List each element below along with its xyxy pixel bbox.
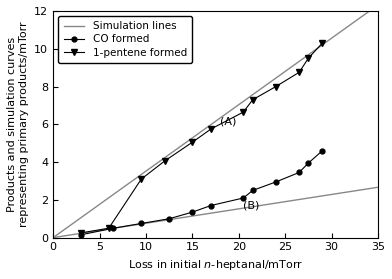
1-pentene formed xyxy=(250,98,255,101)
CO formed xyxy=(209,204,213,207)
CO formed xyxy=(111,227,116,230)
1-pentene formed xyxy=(209,127,213,131)
1-pentene formed xyxy=(107,227,111,230)
1-pentene formed xyxy=(139,177,143,181)
Line: CO formed: CO formed xyxy=(78,148,325,237)
CO formed xyxy=(167,217,171,220)
Y-axis label: Products and simulation curves
representing primary products/mTorr: Products and simulation curves represent… xyxy=(7,21,29,227)
X-axis label: Loss in initial $\it{n}$-heptanal/mTorr: Loss in initial $\it{n}$-heptanal/mTorr xyxy=(128,258,303,272)
CO formed xyxy=(190,210,195,214)
1-pentene formed xyxy=(78,231,83,235)
Text: (B): (B) xyxy=(243,200,260,210)
Legend: Simulation lines, CO formed, 1-pentene formed: Simulation lines, CO formed, 1-pentene f… xyxy=(58,16,192,63)
Text: (A): (A) xyxy=(220,116,237,126)
CO formed xyxy=(78,233,83,237)
CO formed xyxy=(274,180,278,184)
1-pentene formed xyxy=(162,160,167,163)
1-pentene formed xyxy=(306,57,311,60)
1-pentene formed xyxy=(190,141,195,144)
CO formed xyxy=(139,222,143,225)
CO formed xyxy=(241,196,246,200)
CO formed xyxy=(306,161,311,165)
CO formed xyxy=(320,149,325,152)
1-pentene formed xyxy=(274,85,278,88)
1-pentene formed xyxy=(241,110,246,114)
1-pentene formed xyxy=(297,71,301,74)
CO formed xyxy=(250,189,255,192)
1-pentene formed xyxy=(320,41,325,45)
CO formed xyxy=(297,171,301,174)
Line: 1-pentene formed: 1-pentene formed xyxy=(78,40,325,236)
